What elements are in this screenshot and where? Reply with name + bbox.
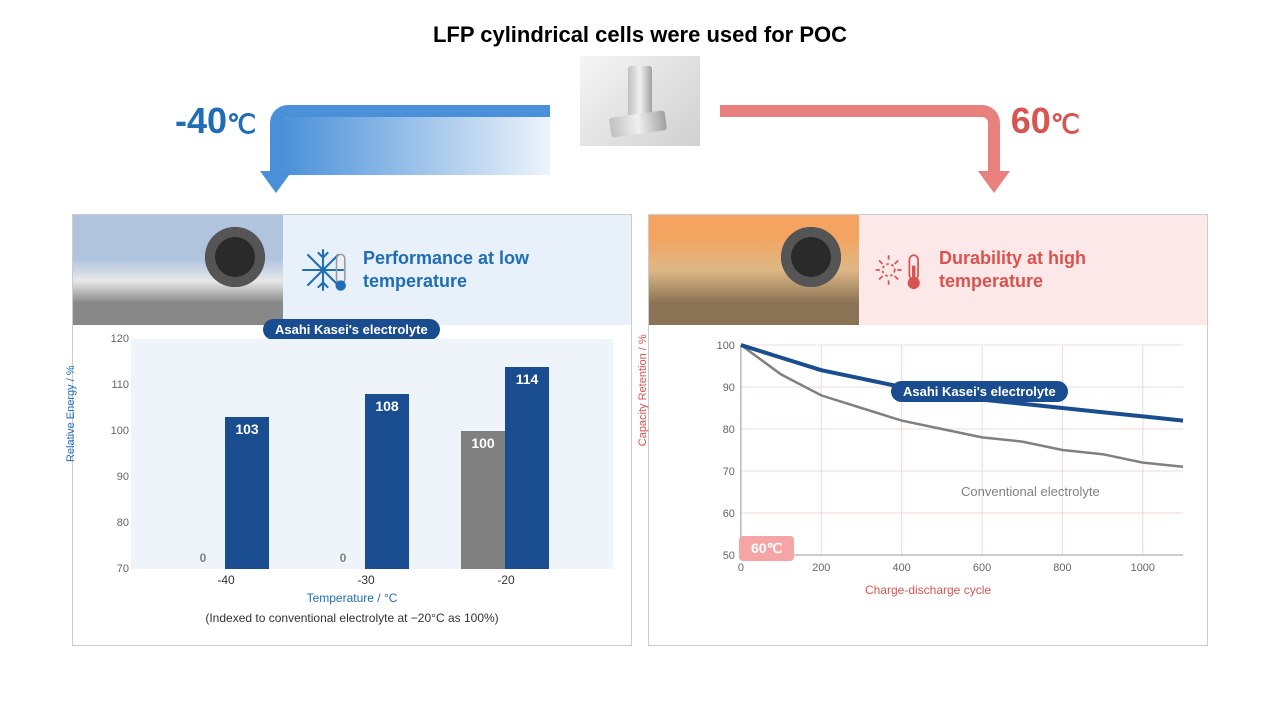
hot-panel: Durability at high temperature Capacity …: [648, 214, 1208, 646]
legend-asahi-hot: Asahi Kasei's electrolyte: [891, 381, 1068, 402]
svg-text:1000: 1000: [1131, 562, 1155, 574]
cold-heading: Performance at low temperature: [283, 215, 631, 325]
cold-panel: Performance at low temperature Asahi Kas…: [72, 214, 632, 646]
y-label-cold: Relative Energy / %: [65, 365, 77, 462]
y-label-hot: Capacity Retention / %: [637, 334, 649, 446]
legend-conv-hot: Conventional electrolyte: [961, 484, 1100, 499]
cells-image: [580, 56, 700, 146]
cold-photo: [73, 215, 283, 325]
line-chart: 506070809010002004006008001000 Asahi Kas…: [711, 339, 1189, 579]
svg-text:100: 100: [717, 340, 735, 352]
svg-text:400: 400: [893, 562, 911, 574]
bar-asahi: 114: [505, 367, 549, 569]
hot-photo: [649, 215, 859, 325]
x-label-hot: Charge-discharge cycle: [667, 583, 1189, 597]
svg-text:70: 70: [723, 466, 735, 478]
svg-text:800: 800: [1053, 562, 1071, 574]
page-title: LFP cylindrical cells were used for POC: [0, 0, 1280, 48]
svg-text:80: 80: [723, 424, 735, 436]
arrow-hot: [720, 105, 1000, 175]
x-label-cold: Temperature / °C: [91, 591, 613, 605]
temp-hot-label: 60℃: [1011, 100, 1080, 142]
svg-text:60: 60: [723, 508, 735, 520]
hot-heading: Durability at high temperature: [859, 215, 1207, 325]
bar-asahi: 103: [225, 417, 269, 569]
svg-text:50: 50: [723, 550, 735, 562]
bar-asahi: 108: [365, 394, 409, 569]
bar-caption: (Indexed to conventional electrolyte at …: [91, 611, 613, 625]
svg-text:90: 90: [723, 382, 735, 394]
temp-cold-label: -40℃: [175, 100, 256, 142]
conv-line: [741, 345, 1183, 467]
svg-text:200: 200: [812, 562, 830, 574]
legend-asahi-cold: Asahi Kasei's electrolyte: [263, 319, 440, 340]
bar-chart: 708090100110120 0103-400108-30100114-20: [131, 339, 613, 569]
sun-thermometer-icon: [873, 244, 925, 296]
svg-text:0: 0: [738, 562, 744, 574]
temp-badge: 60℃: [739, 536, 794, 561]
bar-conv: 100: [461, 431, 505, 569]
arrow-cold: [270, 105, 550, 175]
snowflake-icon: [297, 244, 349, 296]
svg-text:600: 600: [973, 562, 991, 574]
